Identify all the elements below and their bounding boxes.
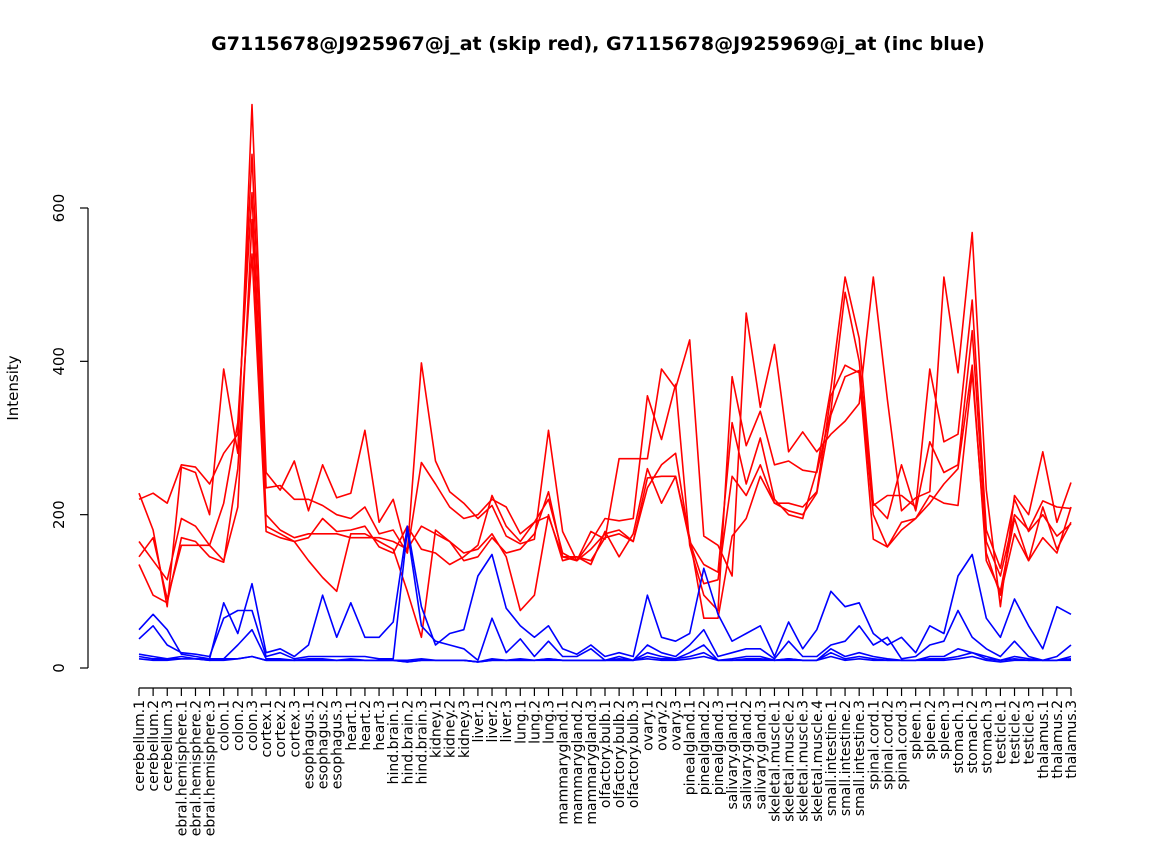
x-tick-label: kidney.2: [443, 700, 459, 758]
y-axis: 0 200 400 600: [50, 194, 89, 673]
x-tick-label: kidney.3: [457, 700, 473, 758]
x-tick-label: kidney.1: [429, 700, 445, 758]
x-tick-label: skeletal.muscle.1: [767, 700, 783, 822]
x-tick-label: ovary.3: [669, 700, 685, 751]
series-line-7: [138, 529, 1072, 662]
y-axis-label: Intensity: [4, 355, 22, 420]
x-tick-label: testicle.1: [993, 700, 1009, 764]
x-tick-label: cortex.3: [287, 700, 303, 758]
x-tick-label: cerebellum.2: [146, 700, 162, 792]
x-tick-label: esophagus.3: [330, 700, 346, 789]
x-tick-label: lung.3: [542, 700, 558, 744]
x-tick-label: thalamus.3: [1064, 700, 1080, 779]
x-tick-label: lung.2: [527, 700, 543, 744]
x-tick-label: colon.2: [231, 700, 247, 751]
x-tick-label: pinealgland.3: [711, 700, 727, 795]
x-tick-label: small.intestine.2: [838, 700, 854, 816]
x-tick-label: testicle.3: [1022, 700, 1038, 764]
x-tick-label: cortex.1: [259, 700, 275, 758]
x-tick-label: skeletal.muscle.3: [796, 700, 812, 822]
x-tick-label: testicle.2: [1008, 700, 1024, 764]
x-tick-label: spleen.1: [909, 700, 925, 760]
x-tick-label: mammarygland.1: [556, 700, 572, 825]
x-tick-label: ebral.hemisphere.2: [188, 700, 204, 836]
x-tick-label: mammarygland.3: [584, 700, 600, 825]
y-tick-label: 400: [50, 347, 68, 376]
x-tick-label: skeletal.muscle.4: [810, 700, 826, 822]
series-lines: [138, 103, 1072, 663]
x-tick-label: ebral.hemisphere.3: [203, 700, 219, 836]
x-tick-label: spleen.2: [923, 700, 939, 760]
x-tick-label: cerebellum.1: [132, 700, 148, 792]
x-tick-label: cerebellum.3: [160, 700, 176, 792]
x-tick-label: hind.brain.2: [400, 700, 416, 784]
x-tick-label: ovary.2: [654, 700, 670, 751]
series-line-2: [138, 153, 1072, 612]
x-tick-label: heart.2: [358, 700, 374, 751]
x-tick-label: stomach.1: [951, 700, 967, 774]
x-tick-label: ovary.1: [640, 700, 656, 751]
x-tick-label: pinealgland.1: [683, 700, 699, 795]
x-tick-label: heart.3: [372, 700, 388, 751]
x-tick-label: esophagus.2: [316, 700, 332, 789]
x-tick-label: heart.1: [344, 700, 360, 751]
x-tick-label: thalamus.1: [1036, 700, 1052, 779]
x-tick-label: ebral.hemisphere.1: [174, 700, 190, 836]
y-tick-label: 0: [50, 663, 68, 673]
x-tick-label: pinealgland.2: [697, 700, 713, 795]
x-tick-label: esophagus.1: [301, 700, 317, 789]
x-tick-label: liver.1: [471, 700, 487, 743]
x-axis: cerebellum.1cerebellum.2cerebellum.3ebra…: [132, 687, 1080, 836]
x-tick-label: hind.brain.1: [386, 700, 402, 784]
y-tick-label: 600: [50, 194, 68, 223]
x-tick-label: spleen.3: [937, 700, 953, 760]
x-tick-label: liver.3: [499, 700, 515, 743]
x-tick-label: spinal.cord.1: [866, 700, 882, 790]
x-tick-label: salivary.gland.1: [725, 700, 741, 809]
x-tick-label: thalamus.2: [1050, 700, 1066, 779]
chart-title: G7115678@J925967@j_at (skip red), G71156…: [211, 33, 985, 55]
x-tick-label: lung.1: [513, 700, 529, 744]
x-tick-label: small.intestine.3: [852, 700, 868, 816]
series-line-10: [138, 655, 1071, 663]
x-tick-label: small.intestine.1: [824, 700, 840, 816]
x-tick-label: stomach.2: [965, 700, 981, 774]
x-tick-label: stomach.3: [979, 700, 995, 774]
y-tick-label: 200: [50, 500, 68, 529]
x-tick-label: skeletal.muscle.2: [782, 700, 798, 822]
x-tick-label: mammarygland.2: [570, 700, 586, 825]
x-tick-label: colon.1: [217, 700, 233, 751]
x-tick-label: cortex.2: [273, 700, 289, 758]
x-tick-label: spinal.cord.3: [895, 700, 911, 790]
x-tick-label: salivary.gland.2: [739, 700, 755, 809]
x-tick-label: liver.2: [485, 700, 501, 743]
x-tick-label: spinal.cord.2: [880, 700, 896, 790]
x-tick-label: hind.brain.3: [414, 700, 430, 784]
x-tick-label: salivary.gland.3: [753, 700, 769, 809]
series-line-6: [138, 525, 1072, 660]
x-tick-label: olfactory.bulb.2: [612, 700, 628, 808]
x-tick-label: colon.3: [245, 700, 261, 751]
series-line-3: [138, 218, 1072, 581]
series-line-5: [138, 191, 1072, 600]
x-tick-label: olfactory.bulb.1: [598, 700, 614, 808]
x-tick-label: olfactory.bulb.3: [626, 700, 642, 808]
